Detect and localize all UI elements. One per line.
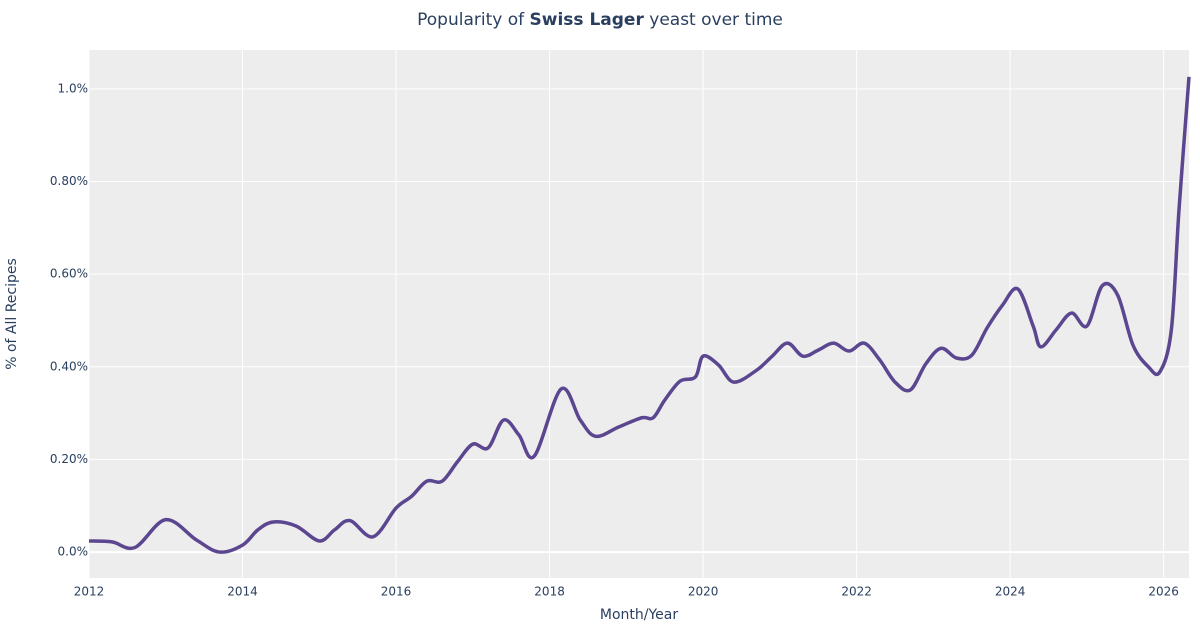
data-line (88, 76, 1191, 554)
title-part: Popularity of (417, 10, 529, 30)
y-tick-label: 1.0% (58, 81, 89, 95)
y-tick-label: 0.20% (50, 452, 88, 466)
y-tick-label: 0.0% (58, 545, 89, 559)
y-tick-label: 0.80% (50, 174, 88, 188)
x-tick-label: 2026 (1148, 585, 1179, 599)
plot-area (89, 50, 1189, 578)
x-tick-label: 2014 (227, 585, 258, 599)
y-axis-title: % of All Recipes (4, 258, 20, 370)
x-tick-label: 2022 (841, 585, 872, 599)
x-tick-label: 2018 (534, 585, 565, 599)
x-axis-title: Month/Year (600, 607, 678, 623)
chart-title: Popularity of Swiss Lager yeast over tim… (417, 10, 783, 30)
y-tick-label: 0.40% (50, 359, 88, 373)
x-tick-label: 2012 (74, 585, 105, 599)
title-part: Swiss Lager (530, 10, 645, 30)
title-part: yeast over time (644, 10, 783, 30)
x-tick-label: 2024 (995, 585, 1026, 599)
x-tick-label: 2020 (688, 585, 719, 599)
x-tick-label: 2016 (381, 585, 412, 599)
y-tick-label: 0.60% (50, 267, 88, 281)
